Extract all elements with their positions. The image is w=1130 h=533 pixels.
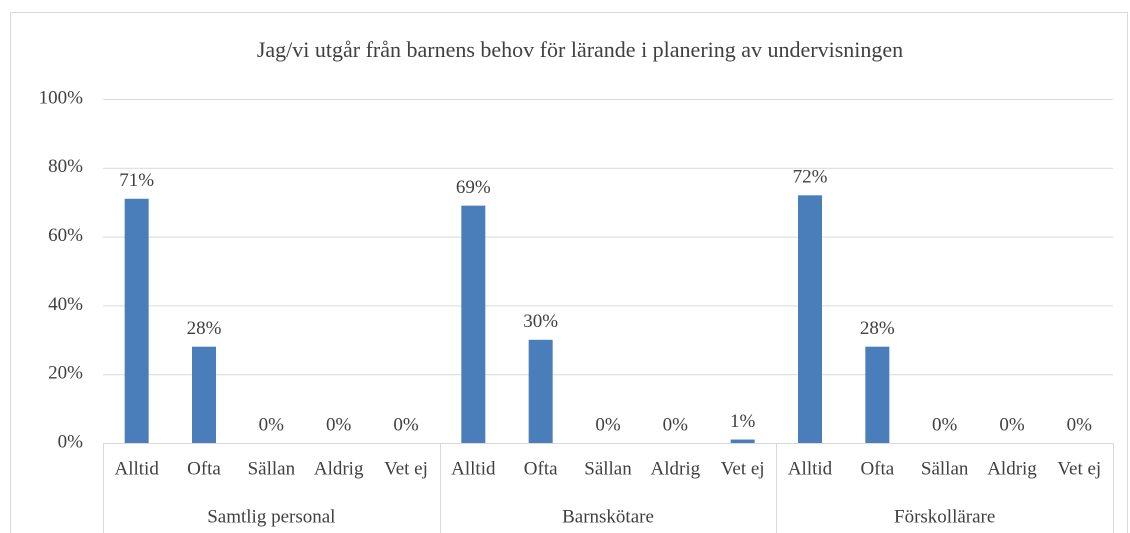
chart-title: Jag/vi utgår från barnens behov för lära… [257,37,903,62]
data-label: 0% [1067,414,1093,435]
data-label: 0% [259,414,285,435]
data-label: 69% [456,177,491,198]
x-tick-label: Sällan [248,458,296,479]
x-tick-label: Aldrig [314,458,364,479]
group-label: Barnskötare [562,506,654,527]
data-label: 0% [326,414,352,435]
data-label: 0% [595,414,621,435]
chart-border [10,12,1128,533]
bar [124,198,149,443]
bar [865,346,890,443]
bar [461,205,486,443]
x-tick-label: Alltid [788,458,833,479]
data-label: 0% [999,414,1025,435]
data-label: 0% [932,414,958,435]
data-label: 28% [860,318,895,339]
x-tick-label: Ofta [187,458,221,479]
data-label: 0% [663,414,689,435]
group-label: Förskollärare [894,506,995,527]
group-label: Samtlig personal [207,506,335,527]
x-tick-label: Ofta [524,458,558,479]
bar [798,195,822,443]
y-tick-label: 100% [39,87,84,108]
x-tick-label: Alltid [451,458,496,479]
y-tick-label: 0% [58,431,84,452]
x-tick-label: Vet ej [721,458,765,479]
data-label: 0% [393,414,419,435]
y-tick-label: 80% [48,156,83,177]
x-tick-label: Vet ej [384,458,428,479]
x-tick-label: Sällan [584,458,632,479]
bar [528,339,553,443]
x-tick-label: Ofta [860,458,894,479]
bar [192,346,216,443]
data-label: 28% [187,318,222,339]
bar [730,439,755,443]
x-tick-label: Aldrig [987,458,1037,479]
x-tick-label: Alltid [114,458,159,479]
x-tick-label: Vet ej [1057,458,1101,479]
x-tick-label: Aldrig [651,458,701,479]
x-tick-label: Sällan [921,458,969,479]
y-tick-label: 20% [48,363,83,384]
data-label: 30% [523,311,558,332]
y-tick-label: 40% [48,294,83,315]
data-label: 72% [793,167,828,188]
data-label: 71% [119,170,154,191]
data-label: 1% [730,411,756,432]
y-tick-label: 60% [48,225,83,246]
